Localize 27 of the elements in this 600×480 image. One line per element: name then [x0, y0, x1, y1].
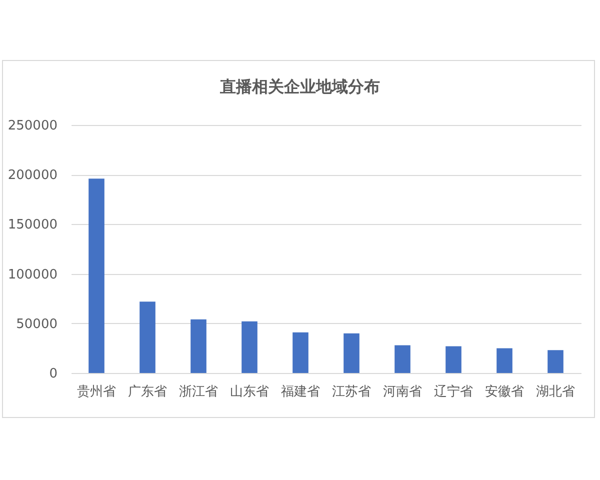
x-tick-label: 辽宁省 [434, 384, 473, 400]
x-tick-label: 山东省 [230, 384, 269, 400]
bar [344, 333, 360, 373]
bar [548, 350, 564, 373]
x-tick-label: 浙江省 [179, 384, 218, 400]
bar [88, 178, 104, 373]
y-tick-label: 250000 [8, 118, 58, 134]
chart-title: 直播相关企业地域分布 [219, 77, 380, 96]
bar [190, 319, 206, 373]
x-tick-label: 广东省 [128, 384, 167, 400]
x-tick-label: 湖北省 [536, 384, 575, 400]
x-tick-label: 贵州省 [77, 384, 116, 400]
bar [394, 345, 410, 373]
x-tick-label: 安徽省 [485, 384, 524, 400]
bar [140, 302, 156, 373]
x-tick-label: 福建省 [281, 384, 320, 400]
x-tick-label: 江苏省 [332, 384, 371, 400]
bar [496, 348, 512, 373]
y-tick-label: 200000 [8, 168, 58, 184]
bar [446, 346, 462, 373]
y-tick-label: 50000 [16, 316, 58, 332]
x-tick-label: 河南省 [383, 384, 422, 400]
y-tick-label: 0 [49, 366, 58, 382]
bar [292, 332, 308, 373]
y-tick-label: 150000 [8, 218, 58, 233]
bar [242, 321, 258, 373]
y-tick-label: 100000 [8, 267, 58, 282]
